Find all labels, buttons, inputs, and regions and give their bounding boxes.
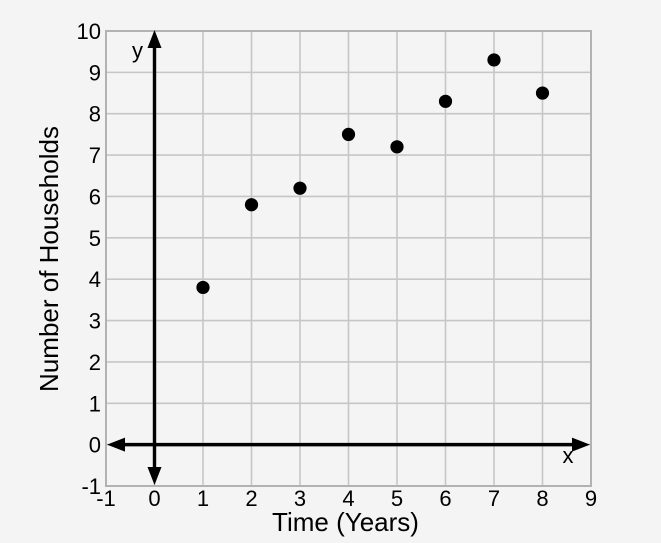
data-point — [244, 198, 259, 212]
y-tick-label: 0 — [89, 433, 101, 458]
data-point — [438, 94, 453, 108]
y-tick-label: -1 — [81, 474, 101, 499]
y-tick-label: 10 — [77, 19, 101, 44]
y-tick-label: 5 — [89, 226, 101, 251]
x-tick-label: 2 — [245, 486, 257, 511]
x-tick-label: 3 — [294, 486, 306, 511]
x-tick-label: 7 — [488, 486, 500, 511]
y-axis-title: Number of Households — [34, 126, 64, 392]
x-tick-label: 5 — [391, 486, 403, 511]
x-tick-label: 9 — [585, 486, 597, 511]
y-axis-letter: y — [132, 38, 143, 63]
x-tick-label: 8 — [536, 486, 548, 511]
y-tick-label: 8 — [89, 102, 101, 127]
x-tick-label: 6 — [439, 486, 451, 511]
y-tick-label: 4 — [89, 267, 101, 292]
x-tick-label: 1 — [197, 486, 209, 511]
x-axis-arrowhead-right — [572, 437, 590, 452]
x-tick-label: -1 — [96, 486, 116, 511]
x-axis-title: Time (Years) — [272, 507, 419, 537]
x-axis-arrowhead-left — [107, 437, 125, 452]
x-axis-letter: x — [563, 443, 574, 468]
data-point — [196, 280, 210, 295]
data-point — [293, 181, 307, 195]
y-tick-label: 3 — [89, 309, 101, 334]
y-tick-label: 7 — [89, 143, 101, 168]
y-tick-label: 1 — [89, 391, 101, 416]
y-tick-label: 6 — [89, 184, 101, 209]
x-tick-label: 4 — [342, 486, 354, 511]
data-point — [390, 140, 404, 154]
data-point — [487, 53, 501, 67]
data-points — [196, 53, 550, 295]
data-point — [341, 127, 356, 142]
y-tick-label: 9 — [89, 60, 101, 85]
y-tick-label: 2 — [89, 350, 101, 375]
plot-border — [105, 30, 592, 487]
y-axis-arrowhead-bottom — [147, 467, 162, 485]
x-tick-label: 0 — [148, 486, 160, 511]
y-axis-arrowhead-top — [147, 30, 162, 48]
data-point — [535, 86, 550, 100]
